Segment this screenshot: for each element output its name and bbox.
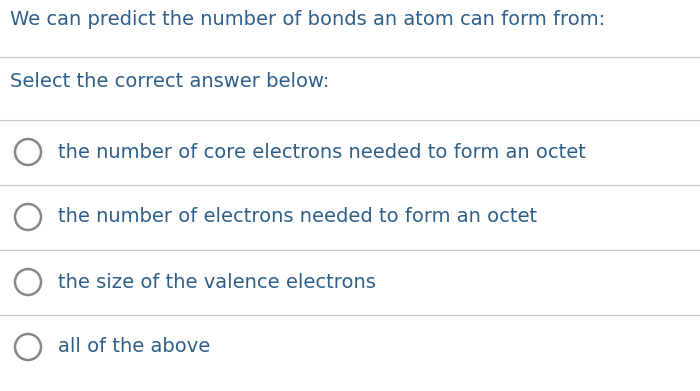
- Text: the number of core electrons needed to form an octet: the number of core electrons needed to f…: [58, 142, 586, 161]
- Text: We can predict the number of bonds an atom can form from:: We can predict the number of bonds an at…: [10, 10, 605, 29]
- Text: the size of the valence electrons: the size of the valence electrons: [58, 273, 376, 292]
- Text: all of the above: all of the above: [58, 337, 210, 357]
- Text: Select the correct answer below:: Select the correct answer below:: [10, 72, 330, 91]
- Text: the number of electrons needed to form an octet: the number of electrons needed to form a…: [58, 208, 537, 226]
